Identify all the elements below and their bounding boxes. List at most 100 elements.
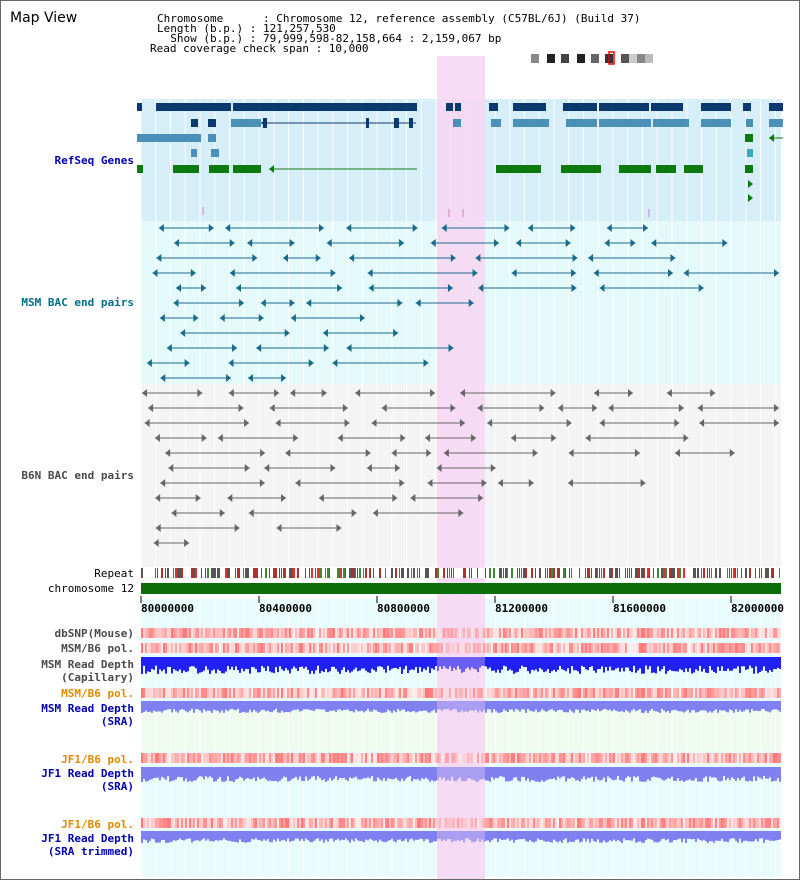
read-depth-bar (723, 657, 725, 671)
polymorphism-cell (287, 643, 289, 653)
polymorphism-cell (301, 753, 303, 763)
polymorphism-cell (743, 753, 745, 763)
read-depth-bar (707, 831, 709, 843)
polymorphism-cell (197, 818, 199, 828)
polymorphism-cell (525, 643, 527, 653)
polymorphism-cell (397, 643, 399, 653)
repeat-mark (239, 568, 240, 578)
polymorphism-cell (383, 688, 385, 698)
polymorphism-cell (311, 643, 313, 653)
read-depth-bar (681, 701, 683, 712)
gene-exon-block (599, 103, 649, 111)
polymorphism-cell (285, 643, 287, 653)
read-depth-bar (277, 701, 279, 713)
polymorphism-cell (237, 643, 239, 653)
read-depth-bar (517, 701, 519, 710)
polymorphism-cell (633, 643, 635, 653)
msm-read-depth-capillary-label[interactable]: MSM Read Depth (41, 658, 134, 671)
bac-end (146, 359, 152, 367)
polymorphism-cell (549, 818, 551, 828)
polymorphism-cell (637, 628, 639, 638)
read-depth-bar (497, 831, 499, 843)
polymorphism-cell (355, 643, 357, 653)
read-depth-bar (477, 831, 479, 839)
polymorphism-cell (337, 643, 339, 653)
msm-b6-pol-label[interactable]: MSM/B6 pol. (61, 642, 134, 655)
msm-read-depth-sra-label[interactable]: MSM Read Depth (41, 702, 134, 715)
read-depth-bar (675, 701, 677, 710)
read-depth-bar (561, 657, 563, 670)
read-depth-bar (661, 831, 663, 840)
polymorphism-cell (347, 688, 349, 698)
polymorphism-cell (321, 688, 323, 698)
polymorphism-cell (527, 753, 529, 763)
jf1-b6-pol-label[interactable]: JF1/B6 pol. (61, 753, 134, 766)
read-depth-bar (523, 831, 525, 839)
polymorphism-cell (697, 628, 699, 638)
polymorphism-cell (397, 753, 399, 763)
read-depth-bar (731, 767, 733, 778)
read-depth-bar (375, 767, 377, 782)
polymorphism-cell (775, 753, 777, 763)
polymorphism-cell (473, 643, 475, 653)
msm-bac-end-pairs-label[interactable]: MSM BAC end pairs (21, 296, 134, 309)
polymorphism-cell (757, 818, 759, 828)
repeat-mark (637, 568, 639, 578)
polymorphism-cell (703, 818, 705, 828)
polymorphism-cell (299, 688, 301, 698)
read-depth-bar (775, 701, 777, 710)
read-depth-bar (553, 657, 555, 670)
polymorphism-cell (711, 753, 713, 763)
read-depth-bar (551, 767, 553, 780)
read-depth-bar (269, 701, 271, 712)
polymorphism-cell (747, 643, 749, 653)
dbsnp-label[interactable]: dbSNP(Mouse) (54, 627, 134, 640)
read-depth-bar (677, 657, 679, 672)
polymorphism-cell (573, 753, 575, 763)
polymorphism-cell (445, 688, 447, 698)
polymorphism-cell (639, 753, 641, 763)
polymorphism-cell (381, 628, 383, 638)
polymorphism-cell (619, 688, 621, 698)
polymorphism-cell (653, 628, 655, 638)
polymorphism-cell (543, 818, 545, 828)
jf1-read-depth-trimmed-label[interactable]: JF1 Read Depth (41, 832, 134, 845)
refseq-genes-label[interactable]: RefSeq Genes (54, 154, 134, 167)
jf1-b6-pol-trimmed-label[interactable]: JF1/B6 pol. (61, 818, 134, 831)
msm-b6-pol-sra-label[interactable]: MSM/B6 pol. (61, 687, 134, 700)
read-depth-bar (735, 701, 737, 710)
jf1-read-depth-sra-label[interactable]: JF1 Read Depth (41, 767, 134, 780)
polymorphism-cell (349, 818, 351, 828)
polymorphism-cell (559, 818, 561, 828)
polymorphism-cell (407, 688, 409, 698)
b6n-bac-end-pairs-label[interactable]: B6N BAC end pairs (21, 469, 134, 482)
ideogram-band (547, 54, 555, 63)
polymorphism-cell (393, 818, 395, 828)
read-depth-bar (603, 701, 605, 710)
read-depth-bar (439, 767, 441, 777)
polymorphism-cell (309, 818, 311, 828)
read-depth-bar (603, 767, 605, 778)
read-depth-bar (145, 701, 147, 711)
read-depth-bar (439, 657, 441, 667)
gene-strand-arrow (231, 119, 236, 127)
read-depth-bar (463, 701, 465, 713)
polymorphism-cell (621, 643, 623, 653)
read-depth-bar (381, 767, 383, 781)
read-depth-bar (475, 767, 477, 782)
read-depth-bar (661, 701, 663, 709)
read-depth-bar (535, 831, 537, 842)
bac-end (284, 329, 290, 337)
bac-end (651, 239, 657, 247)
polymorphism-cell (619, 628, 621, 638)
polymorphism-cell (573, 628, 575, 638)
polymorphism-cell (321, 628, 323, 638)
read-depth-bar (411, 831, 413, 839)
polymorphism-cell (285, 818, 287, 828)
read-depth-bar (233, 831, 235, 842)
polymorphism-cell (597, 643, 599, 653)
polymorphism-cell (691, 818, 693, 828)
polymorphism-cell (377, 818, 379, 828)
read-depth-bar (351, 657, 353, 672)
